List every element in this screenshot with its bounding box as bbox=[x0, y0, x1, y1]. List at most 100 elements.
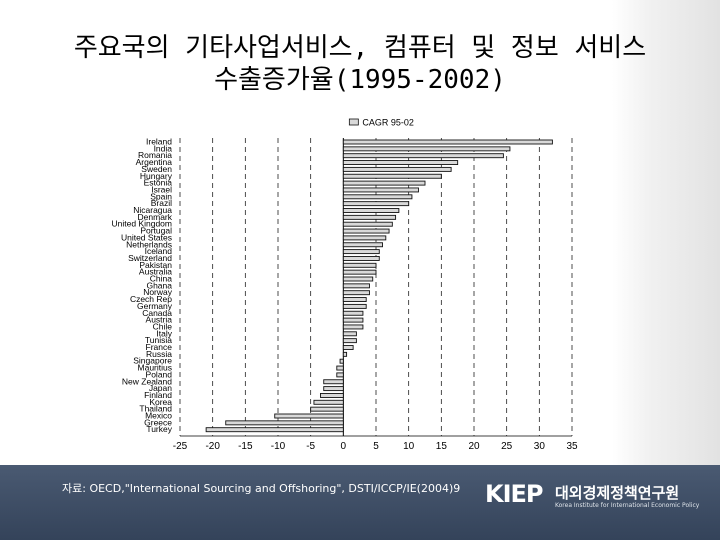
bar bbox=[323, 379, 344, 385]
category-label: Russia bbox=[146, 349, 172, 359]
category-label: United States bbox=[121, 232, 172, 242]
category-label: United Kingdom bbox=[112, 219, 172, 229]
x-tick-label: 25 bbox=[501, 441, 513, 452]
bar bbox=[342, 214, 397, 220]
category-label: Mauritius bbox=[138, 363, 172, 373]
category-label: France bbox=[146, 342, 173, 352]
x-tick-label: -20 bbox=[205, 441, 220, 452]
bar bbox=[342, 345, 354, 350]
bar bbox=[342, 166, 452, 172]
bar bbox=[339, 358, 344, 364]
category-label: Sweden bbox=[141, 164, 172, 174]
category-label: Greece bbox=[144, 417, 172, 427]
bar bbox=[342, 153, 504, 159]
category-label: Finland bbox=[144, 390, 172, 400]
category-label: Singapore bbox=[133, 356, 172, 366]
category-label: Estonia bbox=[144, 178, 173, 188]
category-label: Netherlands bbox=[126, 239, 172, 249]
category-label: Pakistan bbox=[139, 260, 172, 270]
x-tick-label: -5 bbox=[306, 441, 315, 452]
logo-name: 대외경제정책연구원 bbox=[555, 484, 680, 502]
category-label: Mexico bbox=[145, 411, 172, 421]
bar bbox=[342, 324, 364, 330]
category-label: Chile bbox=[153, 321, 173, 331]
bar bbox=[342, 228, 390, 234]
logo-mark: KIEP bbox=[485, 480, 544, 508]
bar bbox=[342, 297, 367, 303]
bar bbox=[323, 386, 344, 392]
category-label: Norway bbox=[143, 287, 173, 297]
category-label: Ireland bbox=[146, 137, 172, 147]
category-label: Denmark bbox=[138, 212, 173, 222]
category-label: Brazil bbox=[151, 198, 172, 208]
bar bbox=[342, 139, 553, 145]
bar bbox=[342, 242, 383, 248]
bar bbox=[342, 173, 442, 179]
bar bbox=[342, 235, 387, 241]
category-label: Romania bbox=[138, 150, 172, 160]
bar bbox=[342, 194, 413, 200]
bar bbox=[342, 338, 357, 344]
category-label: Nicaragua bbox=[133, 205, 172, 215]
category-label: Australia bbox=[139, 267, 172, 277]
chart-panel: -25 -20 -15 -10 -5 0 5 10 15 20 25 30 35 CAGR 95-02 Ir… bbox=[60, 106, 613, 461]
category-label: Iceland bbox=[145, 246, 173, 256]
bar bbox=[342, 276, 374, 282]
x-tick-label: -10 bbox=[271, 441, 286, 452]
category-label: Switzerland bbox=[128, 253, 172, 263]
category-label: Thailand bbox=[139, 404, 172, 414]
category-label: Austria bbox=[146, 315, 173, 325]
bar bbox=[342, 221, 393, 227]
category-label: Korea bbox=[149, 397, 172, 407]
category-label: New Zealand bbox=[122, 376, 172, 386]
category-label: Israel bbox=[151, 184, 172, 194]
bar bbox=[342, 255, 380, 261]
category-label: Canada bbox=[142, 308, 172, 318]
x-tick-label: 0 bbox=[341, 441, 347, 452]
bar bbox=[336, 372, 344, 378]
category-label: Germany bbox=[137, 301, 173, 311]
category-label: Tunisia bbox=[145, 335, 172, 345]
source-note: 자료: OECD,"International Sourcing and Off… bbox=[62, 482, 461, 495]
bar bbox=[342, 351, 348, 357]
category-label: Argentina bbox=[136, 157, 173, 167]
bar bbox=[342, 180, 426, 186]
x-tick-label: 15 bbox=[436, 441, 448, 452]
title-line-2: 수출증가율(1995-2002) bbox=[214, 65, 506, 95]
bar bbox=[342, 331, 357, 337]
title-line-1: 주요국의 기타사업서비스, 컴퓨터 및 정보 서비스 bbox=[73, 33, 647, 63]
x-tick-label: -15 bbox=[238, 441, 253, 452]
category-label: Hungary bbox=[140, 171, 173, 181]
bar bbox=[342, 310, 364, 316]
x-tick-label: 35 bbox=[566, 441, 578, 452]
bar bbox=[342, 317, 364, 323]
bar bbox=[342, 290, 370, 296]
category-label: Ghana bbox=[146, 280, 172, 290]
category-label: Portugal bbox=[140, 226, 172, 236]
category-label: Italy bbox=[156, 328, 172, 338]
background-shade bbox=[612, 0, 720, 465]
bar bbox=[342, 160, 459, 165]
bar bbox=[342, 283, 370, 289]
bar bbox=[342, 187, 419, 193]
bar bbox=[336, 365, 344, 371]
category-label: Japan bbox=[149, 383, 172, 393]
legend-swatch bbox=[348, 118, 359, 126]
category-label: Czech Rep bbox=[130, 294, 172, 304]
bar bbox=[342, 208, 400, 213]
x-tick-label: 30 bbox=[534, 441, 546, 452]
bar bbox=[225, 420, 344, 426]
bar bbox=[205, 427, 344, 433]
bar bbox=[310, 406, 344, 412]
bar bbox=[342, 269, 377, 275]
bar bbox=[342, 146, 511, 152]
x-tick-label: 5 bbox=[373, 441, 379, 452]
bar bbox=[342, 262, 377, 268]
bar bbox=[313, 399, 344, 405]
legend-label: CAGR 95-02 bbox=[362, 118, 414, 128]
cagr-bar-chart: -25 -20 -15 -10 -5 0 5 10 15 20 25 30 35 CAGR 95-02 Ir… bbox=[112, 118, 578, 453]
bar bbox=[274, 413, 344, 419]
category-label: China bbox=[150, 274, 172, 284]
bar bbox=[320, 393, 344, 398]
footer-bar bbox=[0, 465, 720, 540]
